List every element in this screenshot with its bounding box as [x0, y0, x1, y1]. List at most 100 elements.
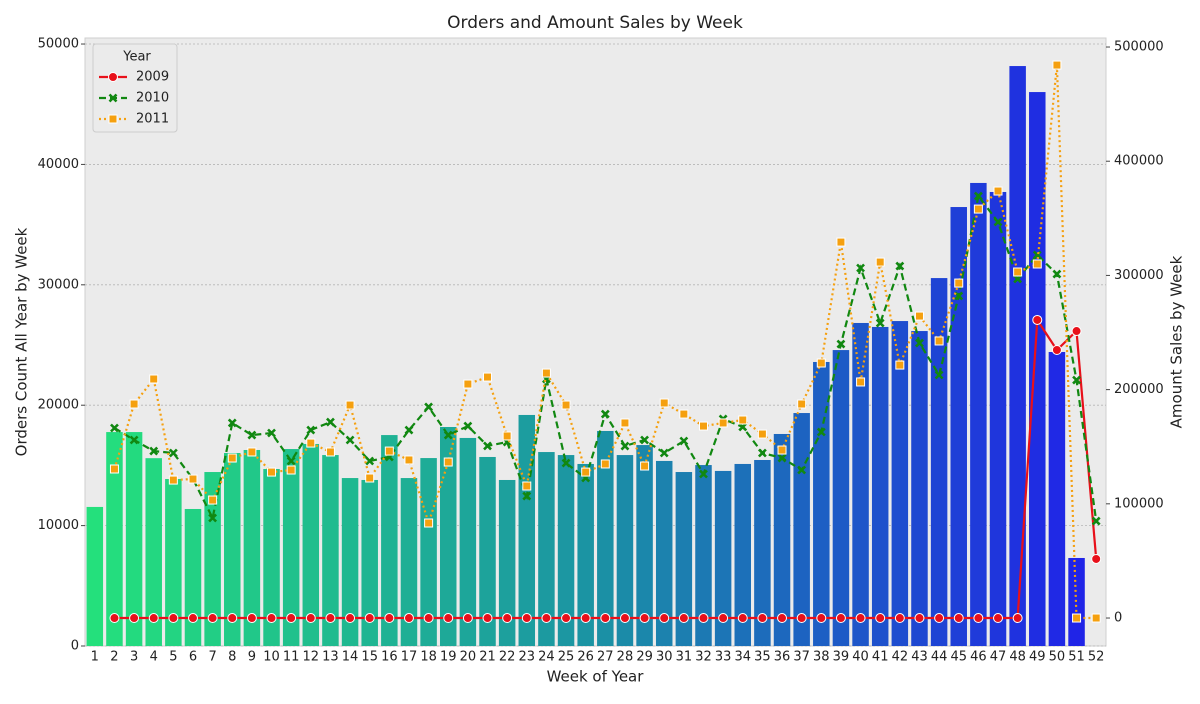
- marker: [640, 435, 650, 445]
- legend-label: 2010: [136, 91, 169, 106]
- bar: [125, 432, 143, 646]
- x-tick-label: 20: [460, 650, 477, 665]
- marker: [993, 613, 1004, 624]
- marker: [777, 445, 787, 455]
- bar: [86, 506, 104, 646]
- marker: [345, 613, 356, 624]
- marker: [659, 398, 669, 408]
- y-axis-label: Orders Count All Year by Week: [13, 227, 31, 456]
- bar: [538, 452, 555, 646]
- bar: [1029, 92, 1046, 647]
- bar: [1009, 66, 1026, 647]
- marker: [541, 368, 551, 378]
- marker: [561, 613, 572, 624]
- x-tick-label: 42: [892, 650, 909, 665]
- x-tick-label: 3: [130, 650, 138, 665]
- marker: [1032, 259, 1042, 269]
- marker: [954, 278, 964, 288]
- y2-tick-label: 200000: [1114, 382, 1164, 397]
- x-tick-label: 24: [538, 650, 555, 665]
- marker: [286, 465, 296, 475]
- marker: [659, 448, 669, 458]
- x-axis-label: Week of Year: [547, 668, 645, 686]
- marker: [600, 459, 610, 469]
- x-tick-label: 7: [208, 650, 216, 665]
- marker: [875, 613, 886, 624]
- marker: [168, 613, 179, 624]
- marker: [423, 613, 434, 624]
- x-tick-label: 15: [361, 650, 378, 665]
- bar: [282, 449, 300, 646]
- marker: [1091, 516, 1101, 526]
- marker: [855, 613, 866, 624]
- marker: [1052, 269, 1062, 279]
- x-tick-label: 50: [1049, 650, 1066, 665]
- x-tick-label: 11: [283, 650, 300, 665]
- bar: [754, 459, 771, 646]
- x-tick-label: 10: [263, 650, 280, 665]
- bar: [773, 433, 791, 646]
- x-tick-label: 2: [110, 650, 118, 665]
- marker: [364, 613, 375, 624]
- y2-tick-label: 500000: [1114, 40, 1164, 55]
- marker: [934, 613, 945, 624]
- marker: [502, 431, 512, 441]
- marker: [424, 402, 434, 412]
- marker: [816, 358, 826, 368]
- marker: [286, 456, 296, 466]
- x-tick-label: 14: [342, 650, 359, 665]
- x-tick-label: 45: [950, 650, 967, 665]
- bar: [616, 455, 634, 646]
- marker: [797, 399, 807, 409]
- marker: [541, 613, 552, 624]
- bar: [557, 455, 575, 646]
- bar: [950, 207, 967, 646]
- marker: [483, 441, 492, 451]
- marker: [227, 418, 237, 428]
- marker: [993, 217, 1003, 227]
- x-tick-label: 4: [150, 650, 158, 665]
- x-tick-label: 43: [911, 650, 928, 665]
- x-tick-label: 1: [91, 650, 99, 665]
- marker: [443, 430, 453, 440]
- marker: [659, 613, 670, 624]
- marker: [109, 613, 120, 624]
- bar: [341, 478, 359, 646]
- bar: [891, 321, 909, 646]
- marker: [522, 491, 532, 501]
- bar: [636, 445, 653, 646]
- x-tick-label: 8: [228, 650, 236, 665]
- x-tick-label: 22: [499, 650, 516, 665]
- x-tick-label: 28: [617, 650, 634, 665]
- marker: [108, 114, 118, 124]
- x-tick-label: 34: [734, 650, 751, 665]
- marker: [108, 93, 118, 103]
- marker: [679, 409, 689, 419]
- x-tick-label: 16: [381, 650, 398, 665]
- bar: [479, 456, 496, 646]
- marker: [108, 72, 118, 82]
- x-tick-label: 29: [636, 650, 653, 665]
- marker: [600, 409, 610, 419]
- marker: [836, 339, 846, 349]
- y-tick-label: 0: [71, 639, 79, 654]
- marker: [973, 191, 983, 201]
- bar: [695, 465, 712, 646]
- marker: [973, 204, 983, 214]
- marker: [561, 400, 571, 410]
- marker: [718, 613, 729, 624]
- marker: [187, 613, 198, 624]
- x-tick-label: 40: [852, 650, 869, 665]
- marker: [934, 370, 944, 380]
- marker: [129, 613, 140, 624]
- x-tick-label: 33: [715, 650, 732, 665]
- marker: [384, 613, 395, 624]
- marker: [777, 613, 788, 624]
- legend-label: 2009: [136, 70, 169, 85]
- bar: [439, 426, 457, 646]
- marker: [168, 475, 178, 485]
- marker: [403, 613, 414, 624]
- marker: [168, 448, 178, 458]
- marker: [325, 613, 336, 624]
- x-tick-label: 39: [833, 650, 850, 665]
